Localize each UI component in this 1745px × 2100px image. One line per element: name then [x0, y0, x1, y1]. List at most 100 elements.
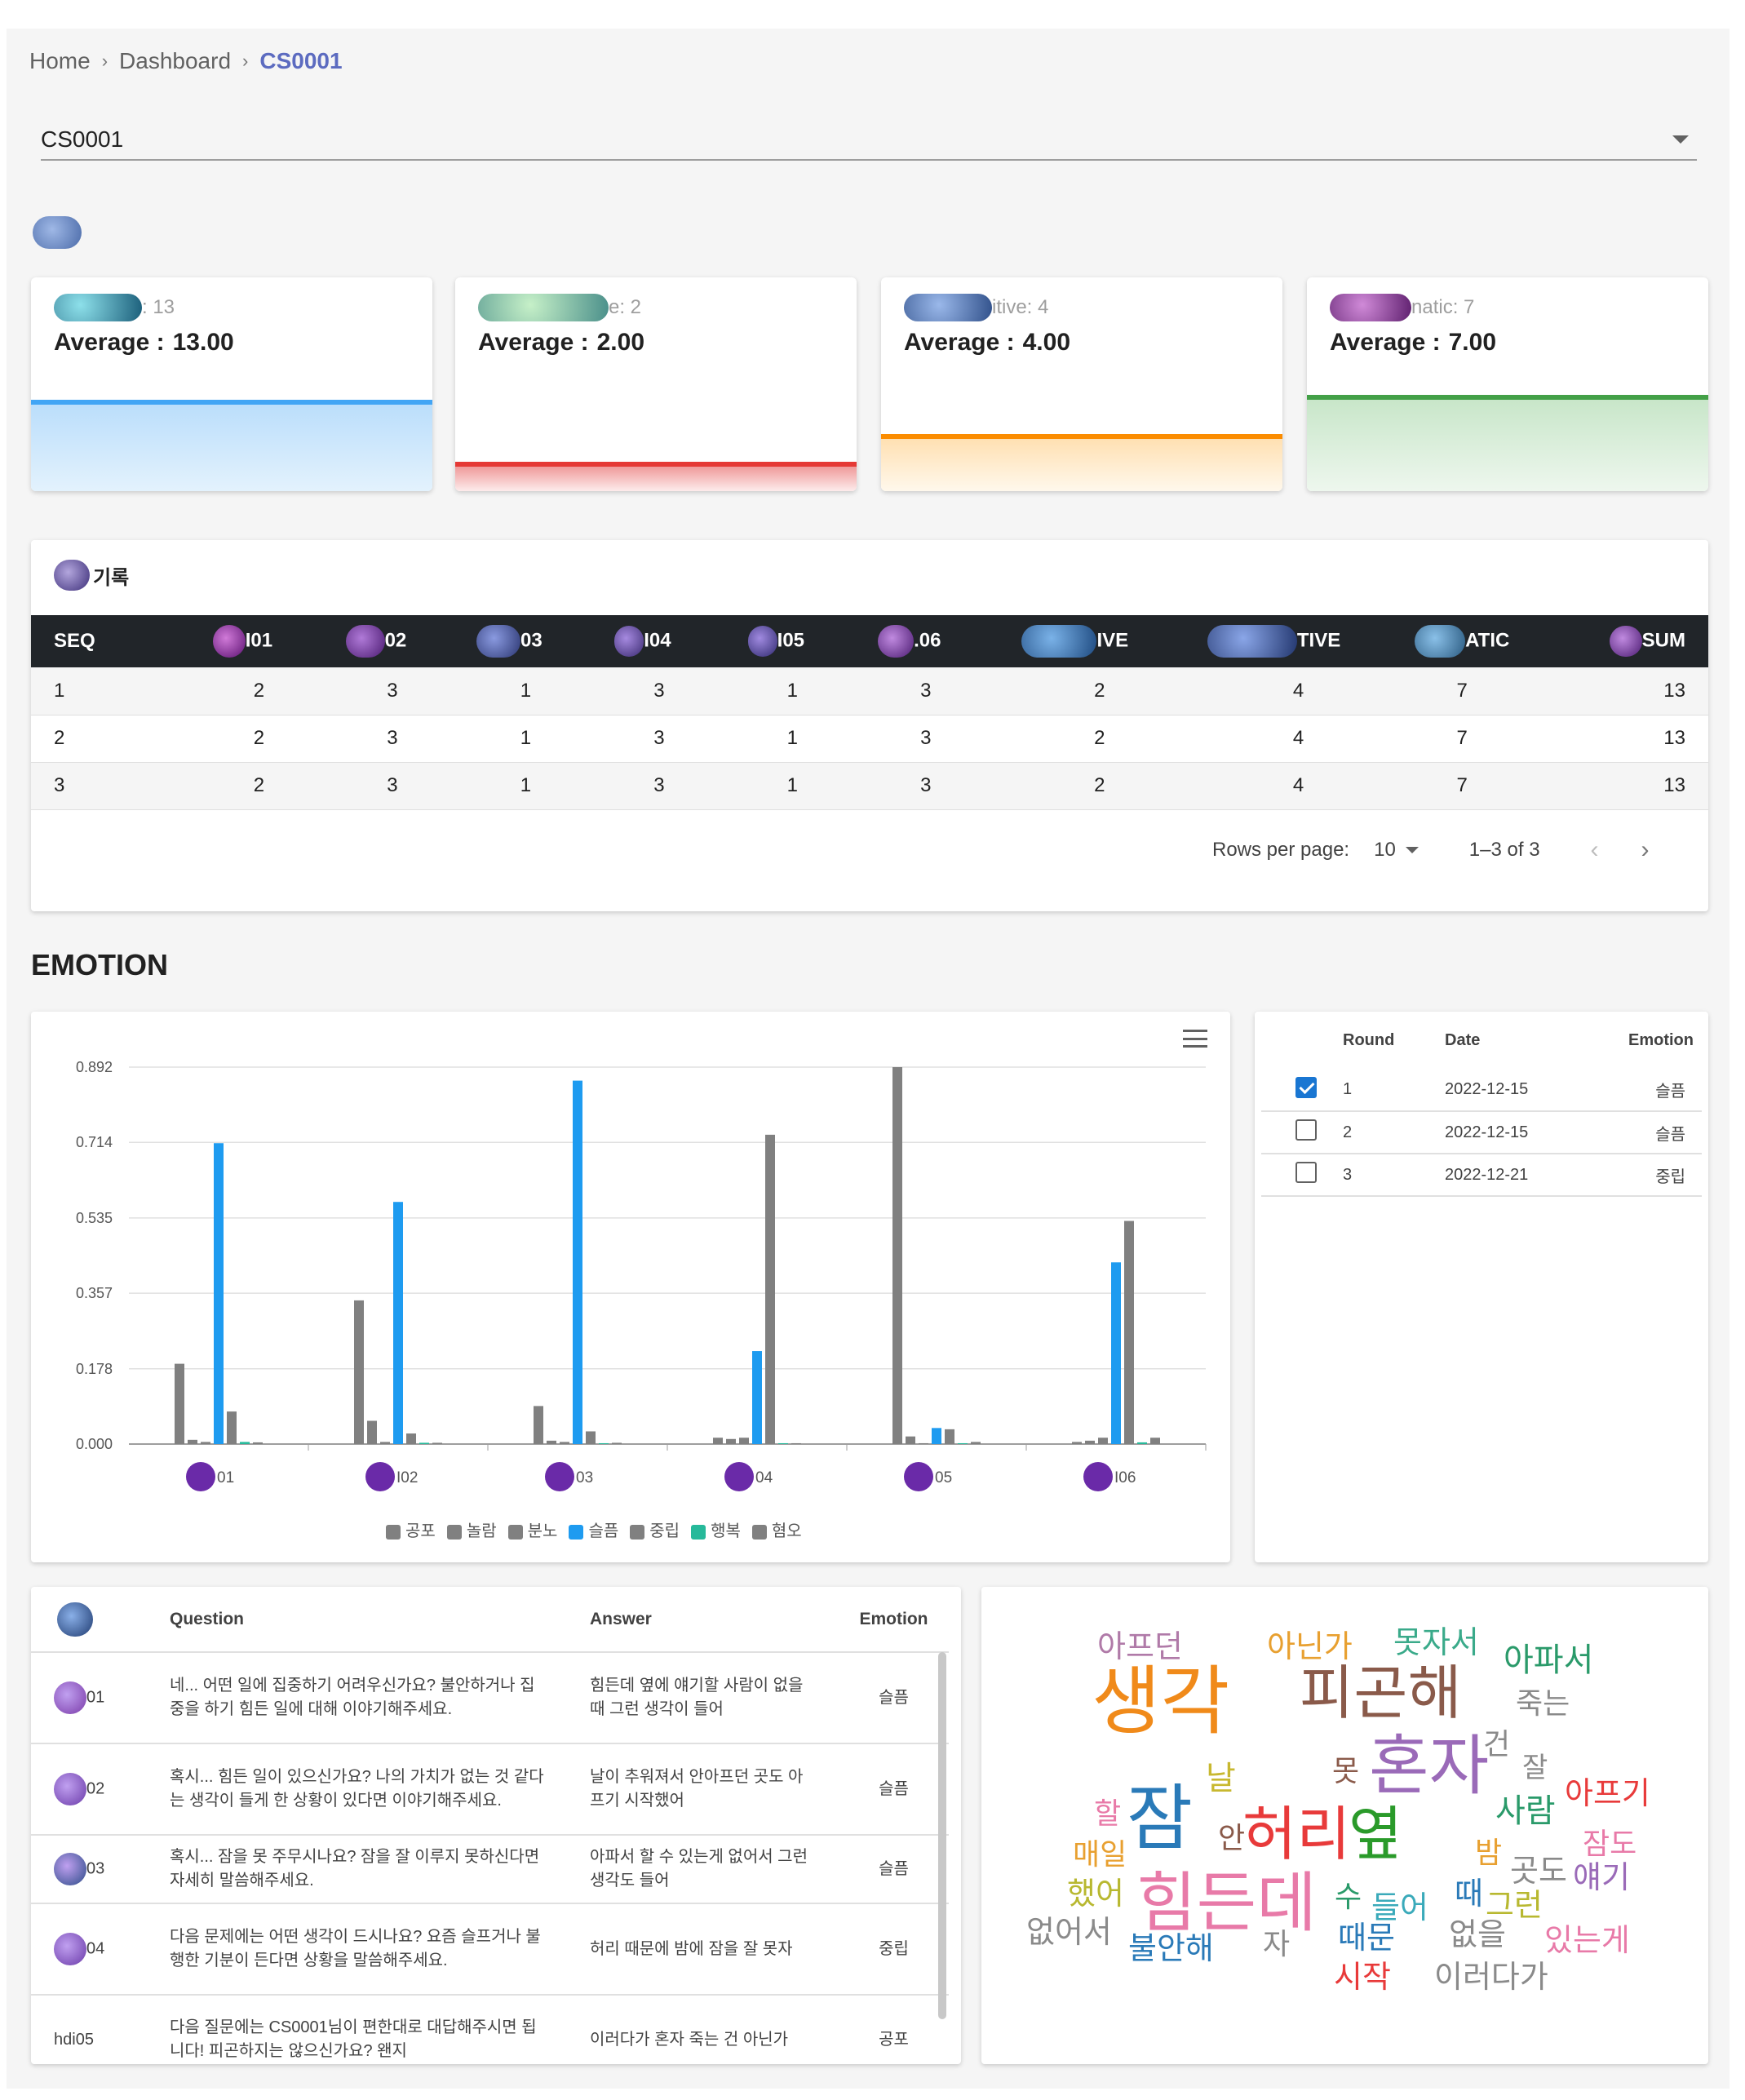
legend-item-혐오[interactable]: 혐오: [751, 1517, 802, 1541]
bar-중립-03[interactable]: [586, 1431, 596, 1444]
col-sum[interactable]: SUM: [1550, 615, 1708, 667]
round-checkbox[interactable]: [1295, 1162, 1317, 1183]
rounds-row[interactable]: 3 2022-12-21 중립: [1261, 1154, 1702, 1197]
col-tive[interactable]: TIVE: [1174, 615, 1374, 667]
legend-item-중립[interactable]: 중립: [630, 1517, 680, 1541]
bar-중립-I06[interactable]: [1124, 1221, 1134, 1444]
y-tick-label: 0.357: [76, 1285, 113, 1301]
prev-page-icon[interactable]: ‹: [1590, 836, 1599, 863]
breadcrumb-home[interactable]: Home: [29, 48, 91, 73]
round-emotion: 슬픔: [1608, 1069, 1702, 1112]
qa-row[interactable]: 04 다음 문제에는 어떤 생각이 드시나요? 요즘 슬프거나 불행한 기분이 든…: [31, 1903, 949, 1996]
bar-행복-05[interactable]: [958, 1442, 968, 1444]
col-i01[interactable]: I01: [175, 615, 310, 667]
next-page-icon[interactable]: ›: [1641, 836, 1650, 863]
rounds-row[interactable]: 2 2022-12-15 슬픔: [1261, 1111, 1702, 1154]
subject-select[interactable]: CS0001: [41, 120, 1697, 161]
qa-row[interactable]: 01 네... 어떤 일에 집중하기 어려우신가요? 불안하거나 집중을 하기 힘…: [31, 1652, 949, 1744]
bar-공포-01[interactable]: [175, 1363, 184, 1444]
legend-item-놀람[interactable]: 놀람: [446, 1517, 497, 1541]
round-checkbox[interactable]: [1295, 1119, 1317, 1141]
bar-공포-I02[interactable]: [354, 1300, 364, 1444]
bar-혐오-I06[interactable]: [1150, 1438, 1160, 1444]
qa-id: 01: [31, 1652, 153, 1744]
bar-슬픔-04[interactable]: [752, 1351, 762, 1444]
chevron-right-icon: ›: [242, 51, 249, 71]
bar-분노-01[interactable]: [201, 1442, 210, 1444]
breadcrumb-dashboard[interactable]: Dashboard: [119, 48, 232, 73]
word-cloud-word: 없어서: [1026, 1916, 1112, 1950]
qa-question: 다음 질문에는 CS0001님이 편한대로 대답해주시면 됩니다! 피곤하지는 …: [153, 1995, 561, 2064]
bar-놀람-I02[interactable]: [367, 1420, 377, 1444]
bar-분노-03[interactable]: [560, 1442, 569, 1444]
bar-놀람-01[interactable]: [188, 1439, 197, 1444]
subject-select-value: CS0001: [41, 126, 124, 152]
bar-혐오-I02[interactable]: [432, 1442, 442, 1444]
bar-중립-05[interactable]: [945, 1429, 954, 1444]
y-tick-label: 0.000: [76, 1436, 113, 1452]
bar-놀람-04[interactable]: [726, 1438, 736, 1444]
bar-혐오-05[interactable]: [971, 1442, 981, 1444]
col-atic[interactable]: ATIC: [1374, 615, 1551, 667]
col-03[interactable]: 03: [442, 615, 577, 667]
bar-공포-I06[interactable]: [1072, 1442, 1082, 1444]
round-checkbox[interactable]: [1295, 1076, 1317, 1098]
word-cloud-word: 아닌가: [1267, 1630, 1353, 1664]
bar-놀람-05[interactable]: [906, 1436, 915, 1444]
col-02[interactable]: 02: [309, 615, 443, 667]
bar-분노-I02[interactable]: [380, 1442, 390, 1444]
legend-item-행복[interactable]: 행복: [691, 1517, 741, 1541]
qa-scrollbar[interactable]: [938, 1652, 946, 2019]
word-cloud-word: 매일: [1073, 1837, 1127, 1871]
bar-행복-03[interactable]: [599, 1442, 609, 1444]
bar-분노-04[interactable]: [739, 1438, 749, 1444]
bar-혐오-01[interactable]: [253, 1442, 263, 1444]
qa-row[interactable]: hdi05 다음 질문에는 CS0001님이 편한대로 대답해주시면 됩니다! 피…: [31, 1995, 949, 2064]
bar-중립-I02[interactable]: [406, 1433, 416, 1444]
bar-슬픔-01[interactable]: [214, 1143, 224, 1444]
bar-행복-I06[interactable]: [1137, 1442, 1147, 1444]
record-cell: 2: [175, 715, 310, 763]
bar-행복-04[interactable]: [778, 1442, 788, 1444]
bar-슬픔-05[interactable]: [932, 1428, 941, 1444]
round-emotion: 슬픔: [1608, 1111, 1702, 1154]
bar-놀람-03[interactable]: [547, 1440, 556, 1444]
bar-놀람-I06[interactable]: [1085, 1440, 1095, 1444]
col-i05[interactable]: I05: [709, 615, 844, 667]
bar-행복-I02[interactable]: [419, 1442, 429, 1444]
bar-혐오-03[interactable]: [612, 1442, 622, 1444]
legend-item-슬픔[interactable]: 슬픔: [569, 1517, 618, 1541]
word-cloud-word: 잘: [1522, 1752, 1548, 1783]
bar-혐오-04[interactable]: [791, 1442, 801, 1444]
col-ive[interactable]: IVE: [976, 615, 1175, 667]
legend-item-분노[interactable]: 분노: [507, 1517, 557, 1541]
col-i04[interactable]: I04: [576, 615, 710, 667]
rounds-row[interactable]: 1 2022-12-15 슬픔: [1261, 1069, 1702, 1112]
bar-공포-03[interactable]: [534, 1406, 543, 1444]
chart-menu-icon[interactable]: [1183, 1030, 1207, 1048]
bar-슬픔-I06[interactable]: [1111, 1262, 1121, 1444]
record-cell: 3: [843, 667, 977, 716]
bar-공포-05[interactable]: [892, 1067, 902, 1444]
word-cloud-word: 힘든데: [1136, 1867, 1317, 1939]
qa-answer: 날이 추워져서 안아프던 곳도 아프기 시작했어: [561, 1743, 839, 1836]
legend-item-공포[interactable]: 공포: [386, 1517, 436, 1541]
col-06[interactable]: .06: [843, 615, 977, 667]
bar-행복-01[interactable]: [240, 1442, 250, 1444]
bar-중립-04[interactable]: [765, 1134, 775, 1444]
rows-per-page-select[interactable]: 10: [1374, 839, 1419, 862]
record-cell: 3: [309, 762, 443, 810]
bar-중립-01[interactable]: [227, 1411, 237, 1444]
qa-id: hdi05: [31, 1995, 153, 2064]
record-cell: 2: [976, 715, 1175, 763]
qa-row[interactable]: 03 혹시... 잠을 못 주무시나요? 잠을 잘 이루지 못하신다면 자세히 말…: [31, 1835, 949, 1904]
qa-row[interactable]: 02 혹시... 힘든 일이 있으신가요? 나의 가치가 없는 것 같다는 생각이…: [31, 1743, 949, 1836]
col-seq[interactable]: SEQ: [31, 615, 176, 667]
bar-분노-05[interactable]: [919, 1442, 928, 1444]
bar-공포-04[interactable]: [713, 1438, 723, 1444]
bar-슬픔-03[interactable]: [573, 1080, 582, 1444]
bar-슬픔-I02[interactable]: [393, 1202, 403, 1444]
qa-id: 03: [31, 1835, 153, 1904]
emotion-bar-chart: 0.000 0.178 0.357 0.535 0.714 0.892 01 I02 03 04 0…: [76, 1059, 1207, 1491]
bar-분노-I06[interactable]: [1098, 1438, 1108, 1444]
